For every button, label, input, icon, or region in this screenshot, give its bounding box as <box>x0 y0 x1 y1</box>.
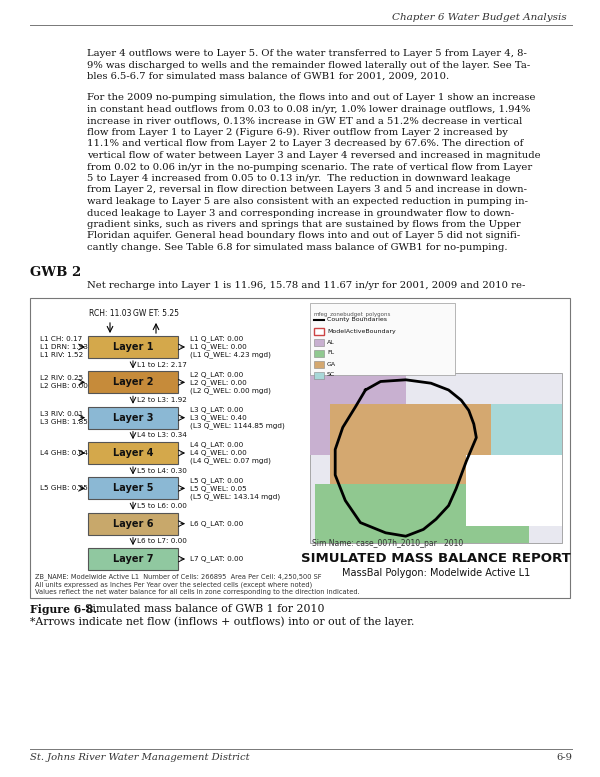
Text: L2 Q_WEL: 0.00: L2 Q_WEL: 0.00 <box>190 379 247 385</box>
Text: ward leakage to Layer 5 are also consistent with an expected reduction in pumpin: ward leakage to Layer 5 are also consist… <box>87 197 528 206</box>
Text: 5 to Layer 4 increased from 0.05 to 0.13 in/yr.  The reduction in downward leaka: 5 to Layer 4 increased from 0.05 to 0.13… <box>87 174 511 183</box>
Text: Chapter 6 Water Budget Analysis: Chapter 6 Water Budget Analysis <box>392 13 567 22</box>
Text: L3 Q_LAT: 0.00: L3 Q_LAT: 0.00 <box>190 406 243 413</box>
Text: L4 to L3: 0.34: L4 to L3: 0.34 <box>137 432 187 438</box>
Text: *Arrows indicate net flow (inflows + outflows) into or out of the layer.: *Arrows indicate net flow (inflows + out… <box>30 616 415 626</box>
Bar <box>310 303 455 375</box>
Text: Sim Name: case_007h_2010_par   2010: Sim Name: case_007h_2010_par 2010 <box>312 539 463 548</box>
Text: Figure 6-8.: Figure 6-8. <box>30 604 97 615</box>
Bar <box>330 403 512 506</box>
Bar <box>88 442 178 464</box>
Text: L3 RIV: 0.01: L3 RIV: 0.01 <box>40 411 83 416</box>
Bar <box>314 350 324 357</box>
Bar <box>315 483 529 543</box>
Text: MassBal Polygon: Modelwide Active L1: MassBal Polygon: Modelwide Active L1 <box>342 568 530 578</box>
Text: Layer 5: Layer 5 <box>113 483 153 493</box>
Text: L2 GHB: 0.00: L2 GHB: 0.00 <box>40 383 88 389</box>
Text: L2 RIV: 0.25: L2 RIV: 0.25 <box>40 375 83 382</box>
Bar <box>491 403 562 466</box>
Text: flow from Layer 1 to Layer 2 (Figure 6-9). River outflow from Layer 2 increased : flow from Layer 1 to Layer 2 (Figure 6-9… <box>87 128 508 137</box>
Bar <box>310 373 406 455</box>
Text: L1 to L2: 2.17: L1 to L2: 2.17 <box>137 361 187 368</box>
Text: St. Johns River Water Management District: St. Johns River Water Management Distric… <box>30 753 250 762</box>
Bar <box>88 548 178 570</box>
Text: FL: FL <box>327 350 334 356</box>
Text: L4 Q_LAT: 0.00: L4 Q_LAT: 0.00 <box>190 441 243 448</box>
Text: RCH: 11.03: RCH: 11.03 <box>89 309 131 318</box>
Text: County Boundaries: County Boundaries <box>327 316 387 322</box>
Text: All units expressed as Inches Per Year over the selected cells (except where not: All units expressed as Inches Per Year o… <box>35 581 312 587</box>
Text: Layer 4 outflows were to Layer 5. Of the water transferred to Layer 5 from Layer: Layer 4 outflows were to Layer 5. Of the… <box>87 49 527 58</box>
Bar <box>88 406 178 429</box>
Text: SIMULATED MASS BALANCE REPORT: SIMULATED MASS BALANCE REPORT <box>301 552 571 565</box>
Text: from 0.02 to 0.06 in/yr in the no-pumping scenario. The rate of vertical flow fr: from 0.02 to 0.06 in/yr in the no-pumpin… <box>87 162 532 172</box>
Bar <box>466 455 562 526</box>
Text: L1 DRN: 1.93: L1 DRN: 1.93 <box>40 344 88 350</box>
Text: Net recharge into Layer 1 is 11.96, 15.78 and 11.67 in/yr for 2001, 2009 and 201: Net recharge into Layer 1 is 11.96, 15.7… <box>87 280 526 290</box>
Text: L3 Q_WEL: 0.40: L3 Q_WEL: 0.40 <box>190 414 247 421</box>
Text: L5 Q_LAT: 0.00: L5 Q_LAT: 0.00 <box>190 477 243 484</box>
Text: 9% was discharged to wells and the remainder flowed laterally out of the layer. : 9% was discharged to wells and the remai… <box>87 61 530 69</box>
Text: L7 Q_LAT: 0.00: L7 Q_LAT: 0.00 <box>190 556 243 563</box>
Text: Layer 7: Layer 7 <box>113 554 153 564</box>
Text: For the 2009 no-pumping simulation, the flows into and out of Layer 1 show an in: For the 2009 no-pumping simulation, the … <box>87 93 536 103</box>
Text: L4 Q_WEL: 0.00: L4 Q_WEL: 0.00 <box>190 450 247 456</box>
Text: Layer 2: Layer 2 <box>113 378 153 387</box>
Text: vertical flow of water between Layer 3 and Layer 4 reversed and increased in mag: vertical flow of water between Layer 3 a… <box>87 151 541 160</box>
Text: bles 6.5-6.7 for simulated mass balance of GWB1 for 2001, 2009, 2010.: bles 6.5-6.7 for simulated mass balance … <box>87 72 449 81</box>
Text: in constant head outflows from 0.03 to 0.08 in/yr, 1.0% lower drainage outflows,: in constant head outflows from 0.03 to 0… <box>87 105 530 114</box>
Text: Floridan aquifer. General head boundary flows into and out of Layer 5 did not si: Floridan aquifer. General head boundary … <box>87 232 520 241</box>
Bar <box>314 372 324 379</box>
Text: L4 GHB: 0.04: L4 GHB: 0.04 <box>40 450 88 456</box>
Text: L5 to L6: 0.00: L5 to L6: 0.00 <box>137 503 187 509</box>
Text: 11.1% and vertical flow from Layer 2 to Layer 3 decreased by 67.6%. The directio: 11.1% and vertical flow from Layer 2 to … <box>87 140 523 148</box>
Text: Simulated mass balance of GWB 1 for 2010: Simulated mass balance of GWB 1 for 2010 <box>85 604 325 614</box>
Text: cantly change. See Table 6.8 for simulated mass balance of GWB1 for no-pumping.: cantly change. See Table 6.8 for simulat… <box>87 243 508 252</box>
Text: Layer 6: Layer 6 <box>113 519 153 528</box>
Text: L3 GHB: 1.85: L3 GHB: 1.85 <box>40 419 88 425</box>
Bar <box>314 339 324 346</box>
Text: L1 Q_WEL: 0.00: L1 Q_WEL: 0.00 <box>190 343 247 350</box>
Text: GA: GA <box>327 361 336 367</box>
Text: Layer 1: Layer 1 <box>113 342 153 352</box>
Text: duced leakage to Layer 3 and corresponding increase in groundwater flow to down-: duced leakage to Layer 3 and correspondi… <box>87 208 514 218</box>
Text: from Layer 2, reversal in flow direction between Layers 3 and 5 and increase in : from Layer 2, reversal in flow direction… <box>87 186 527 194</box>
Text: increase in river outflows, 0.13% increase in GW ET and a 51.2% decrease in vert: increase in river outflows, 0.13% increa… <box>87 117 522 126</box>
Bar <box>88 477 178 500</box>
Bar <box>88 371 178 393</box>
Text: GWB 2: GWB 2 <box>30 267 81 280</box>
Text: (L5 Q_WEL: 143.14 mgd): (L5 Q_WEL: 143.14 mgd) <box>190 493 280 500</box>
Text: L5 GHB: 0.35: L5 GHB: 0.35 <box>40 486 88 491</box>
Bar <box>30 298 570 598</box>
Text: mfeg_zonebudget_polygons: mfeg_zonebudget_polygons <box>314 311 391 317</box>
Text: L5 to L4: 0.30: L5 to L4: 0.30 <box>137 468 187 474</box>
Text: Layer 3: Layer 3 <box>113 413 153 423</box>
Text: L5 Q_WEL: 0.05: L5 Q_WEL: 0.05 <box>190 485 247 492</box>
Bar <box>88 513 178 535</box>
Text: L6 to L7: 0.00: L6 to L7: 0.00 <box>137 538 187 545</box>
Text: (L4 Q_WEL: 0.07 mgd): (L4 Q_WEL: 0.07 mgd) <box>190 458 271 465</box>
Text: (L2 Q_WEL: 0.00 mgd): (L2 Q_WEL: 0.00 mgd) <box>190 387 271 394</box>
Text: AL: AL <box>327 340 335 344</box>
Text: ZB_NAME: Modelwide Active L1  Number of Cells: 266895  Area Per Cell: 4,250,500 : ZB_NAME: Modelwide Active L1 Number of C… <box>35 573 322 580</box>
Text: (L3 Q_WEL: 1144.85 mgd): (L3 Q_WEL: 1144.85 mgd) <box>190 422 285 429</box>
Text: gradient sinks, such as rivers and springs that are sustained by flows from the : gradient sinks, such as rivers and sprin… <box>87 220 521 229</box>
Text: Values reflect the net water balance for all cells in zone corresponding to the : Values reflect the net water balance for… <box>35 589 360 595</box>
Text: Layer 4: Layer 4 <box>113 448 153 458</box>
Text: L2 Q_LAT: 0.00: L2 Q_LAT: 0.00 <box>190 371 243 378</box>
Text: L1 CH: 0.17: L1 CH: 0.17 <box>40 336 82 342</box>
Bar <box>88 336 178 358</box>
Text: 6-9: 6-9 <box>556 753 572 762</box>
Text: GW ET: 5.25: GW ET: 5.25 <box>133 309 179 318</box>
Text: SC: SC <box>327 372 335 378</box>
Text: ModelActiveBoundary: ModelActiveBoundary <box>327 329 396 333</box>
Text: (L1 Q_WEL: 4.23 mgd): (L1 Q_WEL: 4.23 mgd) <box>190 352 271 358</box>
Bar <box>314 328 324 335</box>
Text: L1 RIV: 1.52: L1 RIV: 1.52 <box>40 352 83 358</box>
Text: L1 Q_LAT: 0.00: L1 Q_LAT: 0.00 <box>190 336 243 343</box>
Text: L6 Q_LAT: 0.00: L6 Q_LAT: 0.00 <box>190 521 243 527</box>
Bar <box>314 361 324 368</box>
Text: L2 to L3: 1.92: L2 to L3: 1.92 <box>137 397 187 403</box>
Bar <box>310 373 562 543</box>
